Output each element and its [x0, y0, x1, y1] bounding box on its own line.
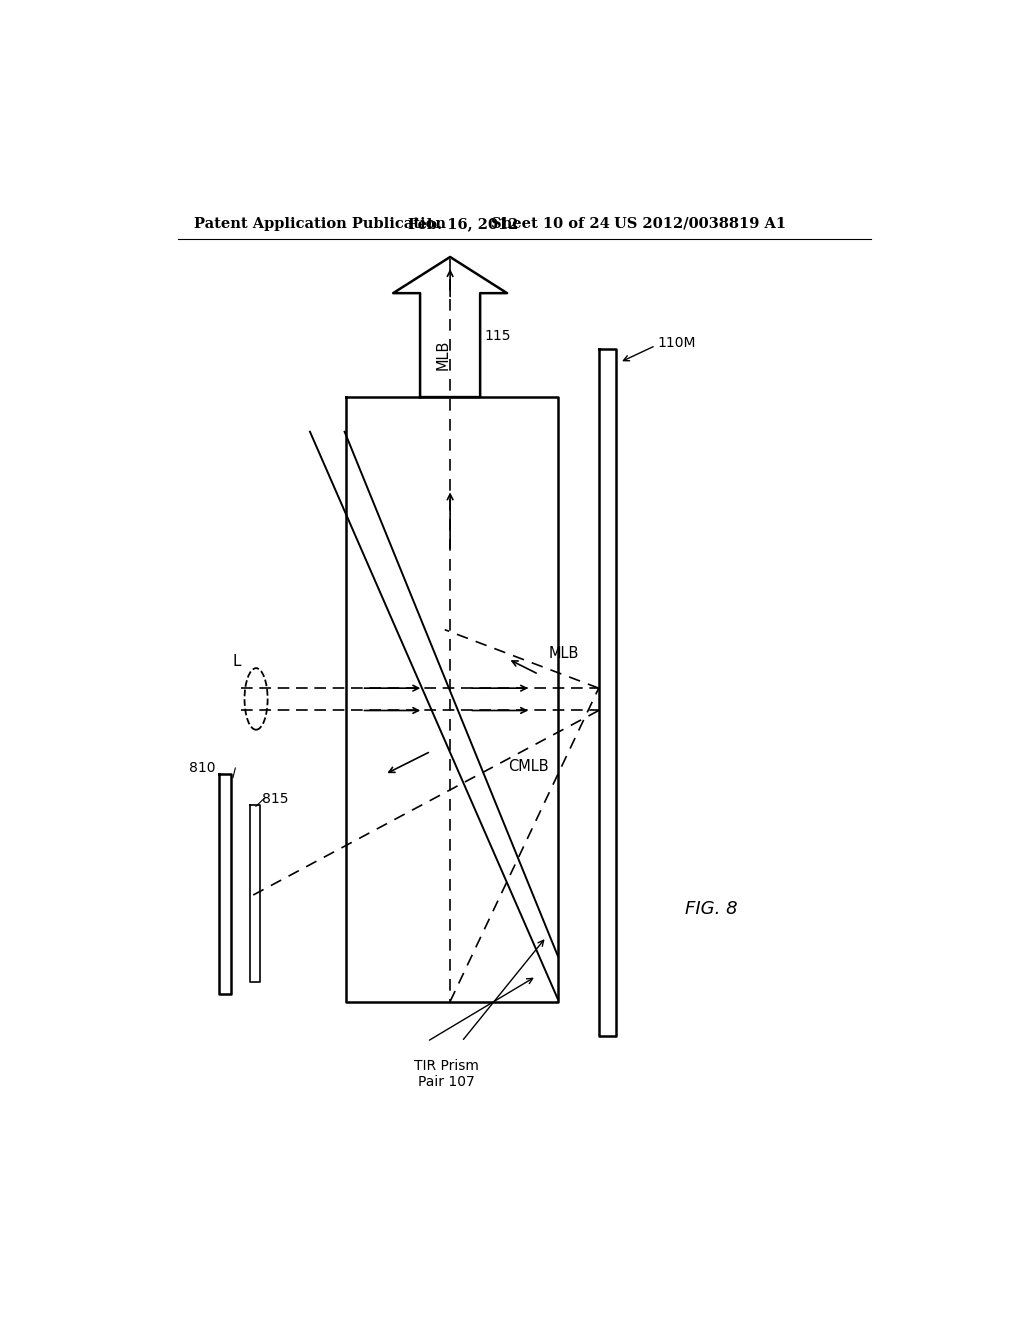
Text: 815: 815	[262, 792, 289, 807]
Text: US 2012/0038819 A1: US 2012/0038819 A1	[614, 216, 786, 231]
Text: Feb. 16, 2012: Feb. 16, 2012	[408, 216, 518, 231]
Text: 110M: 110M	[657, 337, 695, 350]
Text: L: L	[233, 655, 242, 669]
Text: MLB: MLB	[435, 339, 451, 370]
Text: FIG. 8: FIG. 8	[685, 900, 737, 919]
Text: CMLB: CMLB	[508, 759, 549, 775]
Text: TIR Prism
Pair 107: TIR Prism Pair 107	[414, 1059, 478, 1089]
Text: 115: 115	[484, 329, 511, 342]
Text: Patent Application Publication: Patent Application Publication	[194, 216, 445, 231]
Text: MLB: MLB	[549, 645, 579, 661]
Text: Sheet 10 of 24: Sheet 10 of 24	[490, 216, 610, 231]
Text: 810: 810	[188, 762, 215, 775]
